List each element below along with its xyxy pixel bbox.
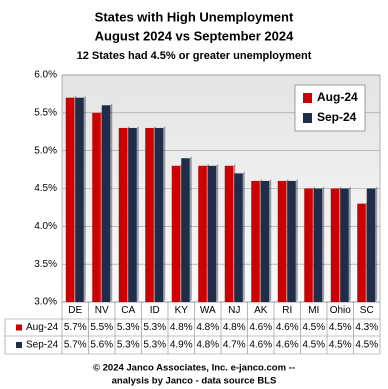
bar (304, 188, 313, 302)
bar-side (110, 103, 113, 303)
legend (294, 84, 366, 132)
table-series-name: Aug-24 (26, 322, 59, 333)
table-value: 4.6% (249, 340, 272, 351)
bar (181, 158, 190, 302)
bar (357, 203, 366, 302)
x-tick-label: RI (282, 305, 292, 316)
y-tick-label: 5.5% (34, 107, 57, 118)
bar (198, 165, 207, 302)
legend-label: Aug-24 (317, 90, 358, 104)
bar-side (348, 186, 351, 302)
table-value: 5.3% (143, 340, 166, 351)
table-value: 5.7% (64, 322, 87, 333)
table-value: 4.5% (329, 322, 352, 333)
bar (260, 180, 270, 302)
y-tick-label: 6.0% (34, 70, 57, 81)
table-value: 4.9% (170, 340, 193, 351)
bar (92, 112, 101, 302)
table-value: 5.3% (143, 322, 166, 333)
legend-label: Sep-24 (317, 110, 357, 124)
x-tick-label: ID (150, 305, 160, 316)
bar (75, 97, 84, 302)
x-tick-label: CA (121, 305, 135, 316)
x-tick-label: WA (200, 305, 216, 316)
x-tick-label: NV (95, 305, 109, 316)
bar (313, 188, 323, 302)
legend-marker (303, 93, 312, 103)
x-tick-label: KY (175, 305, 189, 316)
bar (101, 105, 111, 303)
x-tick-label: SC (360, 305, 374, 316)
table-value: 4.8% (170, 322, 193, 333)
table-value: 4.3% (355, 322, 378, 333)
table-value: 5.5% (90, 322, 113, 333)
bar (224, 165, 234, 302)
table-legend-marker (16, 342, 22, 348)
table-value: 4.5% (302, 322, 325, 333)
bar (65, 97, 75, 302)
bar-side (163, 125, 166, 302)
x-tick-label: MI (308, 305, 319, 316)
table-value: 4.5% (355, 340, 378, 351)
table-series-name: Sep-24 (26, 340, 59, 351)
footer: analysis by Janco - data source BLS (112, 376, 277, 387)
table-value: 4.7% (223, 340, 246, 351)
bar-side (269, 178, 272, 302)
bar (330, 188, 340, 302)
bar-side (83, 95, 86, 302)
bar (287, 180, 296, 302)
bar-side (375, 186, 378, 302)
x-tick-label: AK (254, 305, 268, 316)
x-tick-label: NJ (228, 305, 240, 316)
annotation: 12 States had 4.5% or greater unemployme… (77, 50, 312, 62)
table-value: 4.8% (196, 340, 219, 351)
table-value: 4.6% (249, 322, 272, 333)
bar (145, 127, 154, 302)
y-tick-label: 3.0% (34, 297, 57, 308)
y-tick-label: 3.5% (34, 259, 57, 270)
table-value: 5.6% (90, 340, 113, 351)
y-tick-label: 5.0% (34, 145, 57, 156)
table-value: 4.6% (276, 340, 299, 351)
bar (207, 165, 217, 302)
table-value: 4.8% (196, 322, 219, 333)
bar-side (216, 163, 219, 302)
bar (128, 127, 137, 302)
bar (340, 188, 349, 302)
table-value: 5.3% (117, 340, 140, 351)
y-tick-label: 4.5% (34, 183, 57, 194)
table-value: 4.6% (276, 322, 299, 333)
bar-side (242, 171, 245, 302)
bar (118, 127, 128, 302)
x-tick-label: DE (68, 305, 82, 316)
table-value: 4.8% (223, 322, 246, 333)
bar-side (189, 156, 192, 302)
legend-marker (303, 113, 312, 123)
table-value: 4.5% (302, 340, 325, 351)
bar-side (136, 125, 139, 302)
bar (277, 180, 287, 302)
table-value: 4.5% (329, 340, 352, 351)
chart-title: States with High Unemployment (95, 9, 294, 24)
bar (251, 180, 260, 302)
bar (366, 188, 376, 302)
chart-subtitle: August 2024 vs September 2024 (95, 28, 294, 43)
bar (171, 165, 181, 302)
table-value: 5.7% (64, 340, 87, 351)
footer: © 2024 Janco Associates, Inc. e-janco.co… (93, 363, 295, 374)
bar (154, 127, 164, 302)
bar-side (322, 186, 325, 302)
table-legend-marker (16, 324, 22, 331)
bar (234, 173, 243, 302)
bar-side (295, 178, 298, 302)
table-value: 5.3% (117, 322, 140, 333)
x-tick-label: Ohio (330, 305, 352, 316)
y-tick-label: 4.0% (34, 221, 57, 232)
